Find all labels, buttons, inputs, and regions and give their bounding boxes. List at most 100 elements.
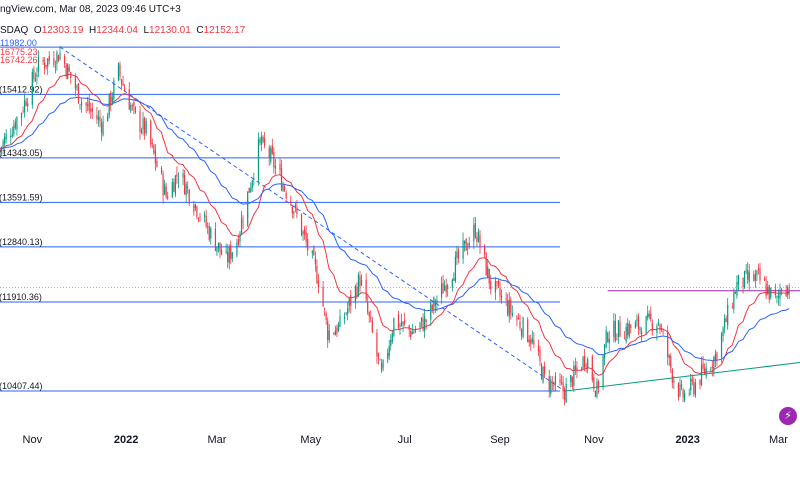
candle-body [230, 245, 232, 260]
candle-body [142, 118, 144, 130]
candle-body [337, 323, 340, 331]
candle-body [120, 79, 123, 84]
candle-body [451, 279, 453, 288]
candle-body [393, 317, 395, 336]
candle-body [187, 186, 189, 188]
candle-body [53, 58, 55, 66]
candle-body [765, 283, 767, 296]
candle-body [382, 360, 384, 369]
candle-body [334, 330, 336, 336]
candle-body [617, 320, 620, 338]
candle-body [456, 251, 458, 258]
candle-body [133, 102, 135, 107]
candle-body [753, 274, 755, 282]
candle-body [113, 80, 115, 100]
candle-body [122, 83, 124, 86]
candle-body [4, 136, 6, 145]
candle-body [253, 178, 255, 180]
trendline-downtrend [59, 46, 565, 392]
candle-body [413, 331, 415, 333]
candle-body [564, 389, 566, 401]
candle-body [0, 148, 1, 149]
candle-body [145, 120, 147, 134]
candle-body [780, 289, 783, 291]
candle-body [453, 278, 455, 281]
candle-body [185, 184, 187, 196]
candle-body [347, 307, 349, 314]
candle-body [519, 321, 521, 329]
candle-body [408, 325, 410, 330]
candle-body [31, 72, 33, 105]
candle-body [774, 288, 776, 296]
candle-body [231, 252, 233, 259]
candle-body [259, 138, 261, 143]
candle-body [657, 322, 660, 325]
candle-body [199, 216, 201, 218]
candle-body [76, 86, 78, 88]
candle-body [704, 368, 706, 374]
candle-body [496, 281, 498, 283]
candle-body [271, 145, 273, 154]
candle-body [544, 365, 546, 374]
candle-body [44, 62, 46, 69]
candle-body [79, 104, 81, 106]
candle-body [300, 213, 303, 236]
candle-body [25, 101, 27, 106]
candle-body [390, 339, 392, 346]
candle-body [336, 327, 338, 334]
candle-body [593, 377, 595, 389]
candle-body [410, 330, 412, 338]
candle-body [173, 182, 175, 192]
ma-slow-line [0, 96, 790, 362]
candle-body [520, 329, 523, 336]
candle-body [788, 290, 790, 294]
candle-body [193, 205, 195, 212]
candle-body [160, 168, 163, 173]
candle-body [522, 317, 524, 338]
candle-body [216, 247, 218, 253]
candle-body [424, 316, 426, 331]
chart-source-line: ngView.com, Mar 08, 2023 09:46 UTC+3 [0, 4, 181, 15]
candle-body [713, 357, 715, 372]
candle-body [176, 174, 178, 177]
candle-body [2, 141, 4, 148]
candle-body [88, 101, 90, 111]
ohlc-high-label: H [88, 25, 97, 36]
candle-body [248, 187, 250, 193]
x-tick-label: Jul [398, 434, 412, 446]
candle-body [639, 327, 641, 331]
candle-body [327, 321, 329, 341]
fib-label: (12840.13) [0, 237, 43, 247]
candle-body [208, 226, 210, 240]
lightning-bolt-icon[interactable]: ⚡ [779, 407, 797, 425]
candle-body [542, 366, 544, 383]
candle-body [11, 134, 13, 137]
candle-body [516, 316, 518, 320]
candle-body [219, 242, 221, 252]
candle-body [720, 333, 723, 358]
candle-body [400, 321, 403, 326]
candle-body [710, 369, 712, 371]
candle-body [604, 344, 606, 359]
candle-body [304, 228, 306, 235]
candle-body [527, 319, 529, 343]
ohlc-high-value: 12344.04 [96, 25, 138, 36]
candle-body [317, 280, 320, 288]
candle-body [779, 291, 781, 299]
candle-body [565, 383, 567, 403]
candle-body [584, 356, 586, 368]
candle-body [290, 201, 292, 205]
candle-body [117, 63, 120, 80]
candle-body [688, 393, 690, 395]
candle-body [282, 184, 284, 191]
candle-body [90, 109, 92, 112]
candle-body [699, 380, 701, 385]
candle-body [262, 137, 264, 142]
candle-body [508, 299, 510, 317]
ohlc-open-value: 12303.19 [41, 25, 84, 36]
candle-body [365, 280, 367, 300]
candle-body [140, 130, 143, 133]
candle-body [182, 173, 184, 178]
candle-body [605, 330, 607, 347]
